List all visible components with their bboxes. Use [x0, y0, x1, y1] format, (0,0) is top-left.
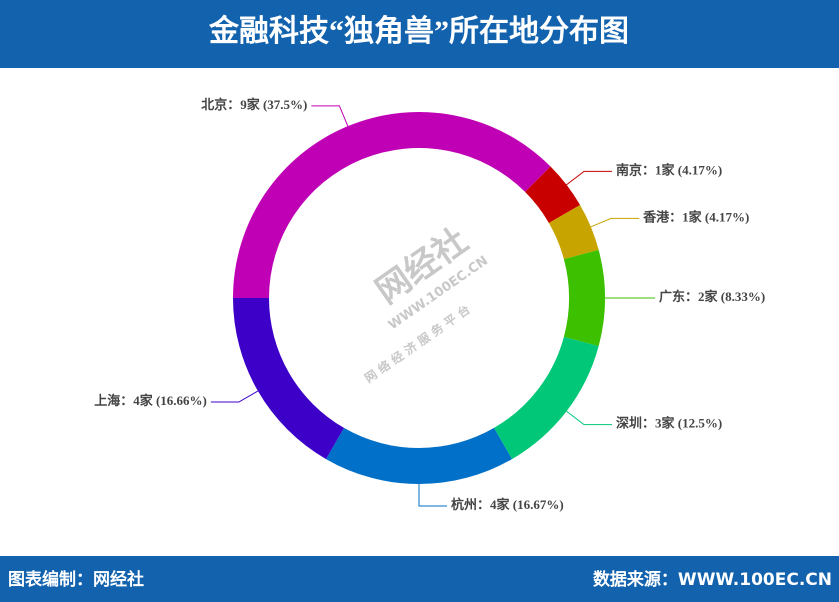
- chart-title: 金融科技“独角兽”所在地分布图: [208, 14, 629, 48]
- data-label: 杭州：4家 (16.67%): [451, 497, 564, 512]
- donut-slice: [563, 249, 605, 347]
- leader-line: [311, 105, 349, 127]
- leader-line: [210, 390, 259, 403]
- leader-line: [418, 484, 447, 507]
- data-label: 北京：9家 (37.5%): [201, 97, 307, 112]
- leader-line: [590, 217, 640, 228]
- data-label: 深圳：3家 (12.5%): [616, 416, 722, 431]
- donut-slice: [326, 427, 512, 484]
- donut-slice: [233, 111, 551, 299]
- data-label: 广东：2家 (8.33%): [659, 289, 765, 304]
- footer-right: 数据来源：WWW.100EC.CN: [593, 569, 832, 590]
- donut-slice: [233, 298, 344, 460]
- donut-slice: [525, 166, 581, 223]
- footer-bar: [0, 556, 839, 602]
- footer-left: 图表编制：网经社: [8, 569, 144, 590]
- header-bar: [0, 0, 839, 68]
- data-label: 南京：1家 (4.17%): [616, 162, 722, 177]
- data-label: 上海：4家 (16.66%): [94, 393, 207, 408]
- data-label: 香港：1家 (4.17%): [642, 209, 749, 224]
- leader-line: [566, 170, 613, 186]
- donut-slice: [548, 205, 599, 260]
- leader-line: [566, 410, 613, 426]
- donut-slice: [494, 336, 599, 460]
